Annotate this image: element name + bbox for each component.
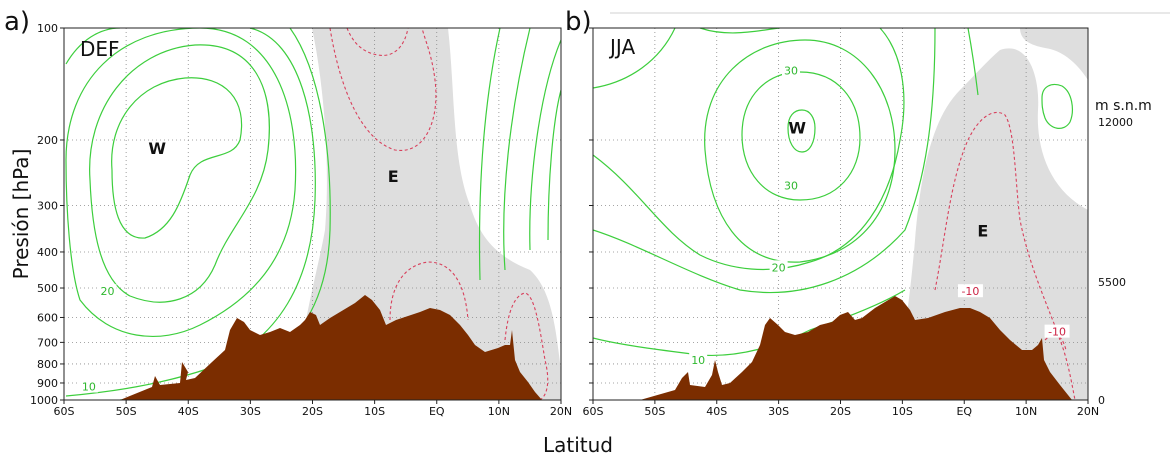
contour-label-a: 10 <box>82 381 96 394</box>
x-tick-label-a: 60S <box>54 405 75 418</box>
region-label-w-b: W <box>788 118 806 137</box>
contour-e-a-2 <box>329 28 437 151</box>
panel-letter-b: b) <box>565 7 592 37</box>
x-tick-label-a: 20N <box>550 405 572 418</box>
contour-w-a-9 <box>547 89 561 241</box>
x-tick-label-a: 20S <box>302 405 323 418</box>
y-tick-label-a: 1000 <box>30 394 58 407</box>
season-label-b: JJA <box>608 35 635 59</box>
contour-w-b-8 <box>699 28 781 34</box>
easterly-shading-b <box>892 28 1088 400</box>
contour-e-a-1 <box>346 28 409 56</box>
contour-w-b-1 <box>787 109 816 153</box>
region-label-w-a: W <box>148 139 166 158</box>
axis-ticks-b: 60S 50S 40S 30S 20S 10S EQ 10N 20N <box>583 27 1099 418</box>
easterly-contours-b <box>934 111 1076 400</box>
x-tick-label-b: 20N <box>1077 405 1099 418</box>
contour-label-bg-b <box>769 260 788 274</box>
contour-w-a-2 <box>89 44 270 303</box>
y-tick-label-a: 300 <box>37 199 58 212</box>
y-tick-label-a: 600 <box>37 311 58 324</box>
contour-label-b: 20 <box>772 261 786 274</box>
y-tick-label-a: 700 <box>37 336 58 349</box>
season-label-a: DEF <box>80 37 120 61</box>
contour-w-b-9 <box>1041 83 1073 129</box>
contour-labels-b: 30 30 20 10 -10 -10 <box>689 63 1070 367</box>
y-tick-label-a: 900 <box>37 377 58 390</box>
contour-w-b-5 <box>593 28 936 294</box>
x-tick-label-b: 30S <box>768 405 789 418</box>
panel-b: 60S 50S 40S 30S 20S 10S EQ 10N 20N WE 30302010-1… <box>565 7 1170 418</box>
region-labels-b: WE <box>788 118 988 240</box>
contour-w-a-7 <box>503 28 531 271</box>
region-label-e-a: E <box>388 167 399 186</box>
contour-label-bg-b <box>782 178 800 192</box>
right-height-axis: 12000 5500 0 <box>1098 116 1133 407</box>
x-tick-label-a: 10S <box>364 405 385 418</box>
contour-label-b: 10 <box>691 354 705 367</box>
contour-w-a-3 <box>65 28 297 338</box>
contour-label-a: 20 <box>100 285 114 298</box>
easterly-contours-a <box>329 28 549 400</box>
contour-w-b-4 <box>593 28 905 271</box>
contour-label-b: 30 <box>784 179 798 192</box>
axis-ticks-a: 60S 50S 40S 30S 20S 10S EQ 10N 20N 100 200 300 400 50… <box>30 22 572 418</box>
contour-w-b-10 <box>967 28 979 96</box>
contour-w-a-6 <box>478 28 501 281</box>
contour-e-a-4 <box>504 292 549 400</box>
x-tick-label-b: 10N <box>1015 405 1037 418</box>
x-tick-label-b: EQ <box>956 405 972 418</box>
right-axis-tick-label: 12000 <box>1098 116 1133 129</box>
x-tick-label-a: 30S <box>240 405 261 418</box>
contour-label-bg-b <box>957 284 983 298</box>
contour-w-a-8 <box>529 39 561 251</box>
y-axis-title: Presión [hPa] <box>9 149 33 280</box>
contour-w-b-7 <box>593 28 676 89</box>
y-tick-label-a: 400 <box>37 246 58 259</box>
x-tick-label-b: 10S <box>892 405 913 418</box>
contour-e-b-2 <box>1044 334 1067 351</box>
y-tick-label-a: 200 <box>37 134 58 147</box>
right-axis-title: m s.n.m <box>1095 98 1152 114</box>
region-labels-a: WE <box>148 139 398 186</box>
contour-w-b-3 <box>704 39 896 263</box>
y-tick-label-a: 800 <box>37 358 58 371</box>
contour-label-bg-b <box>689 352 708 366</box>
right-axis-tick-label: 5500 <box>1098 276 1126 289</box>
x-tick-label-a: 50S <box>116 405 137 418</box>
contour-label-b: -10 <box>961 285 979 298</box>
contour-e-a-3 <box>389 261 469 321</box>
panel-a: 60S 50S 40S 30S 20S 10S EQ 10N 20N 100 200 300 400 50… <box>4 7 572 418</box>
x-tick-label-a: EQ <box>429 405 445 418</box>
x-tick-label-b: 50S <box>644 405 665 418</box>
contour-label-bg-a <box>98 284 117 298</box>
topography-a <box>120 295 542 400</box>
contour-label-bg-b <box>782 63 800 77</box>
contour-w-b-2 <box>741 71 861 201</box>
region-label-e-b: E <box>977 221 988 240</box>
x-tick-label-b: 60S <box>583 405 604 418</box>
x-tick-label-b: 40S <box>706 405 727 418</box>
panel-letter-a: a) <box>4 7 30 37</box>
contour-label-b: 30 <box>784 64 798 77</box>
x-tick-label-a: 10N <box>488 405 510 418</box>
x-tick-label-b: 20S <box>830 405 851 418</box>
contour-w-a-1 <box>111 77 243 239</box>
contour-label-bg-a <box>79 379 98 393</box>
x-axis-title: Latitud <box>543 433 613 457</box>
topography-b <box>640 296 1072 400</box>
contour-e-b-1 <box>934 111 1076 400</box>
y-tick-label-a: 100 <box>37 22 58 35</box>
right-axis-tick-label: 0 <box>1098 394 1105 407</box>
x-tick-label-a: 40S <box>178 405 199 418</box>
contour-label-b: -10 <box>1048 326 1066 339</box>
contour-label-bg-b <box>1044 324 1070 338</box>
y-tick-label-a: 500 <box>37 282 58 295</box>
westerly-contours-b <box>593 28 1073 357</box>
